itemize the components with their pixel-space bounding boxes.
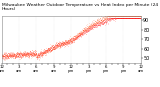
Text: Milwaukee Weather Outdoor Temperature vs Heat Index per Minute (24 Hours): Milwaukee Weather Outdoor Temperature vs…	[2, 3, 158, 11]
